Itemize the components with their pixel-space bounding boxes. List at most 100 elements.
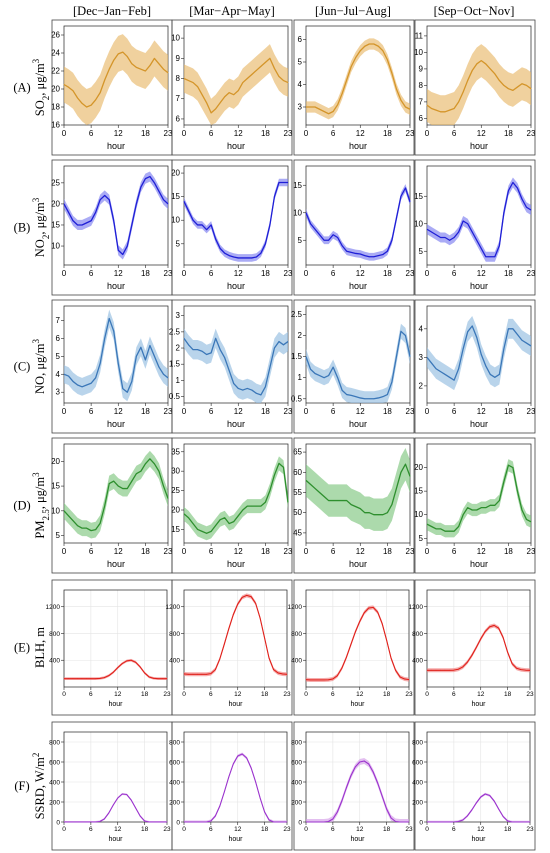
data-point — [435, 368, 437, 370]
data-point — [197, 349, 198, 351]
data-point — [502, 637, 504, 638]
y-tick-label: 200 — [169, 800, 180, 807]
data-point — [435, 109, 437, 111]
data-point — [485, 63, 487, 65]
data-point — [511, 663, 513, 664]
data-point — [484, 631, 486, 632]
x-tick-label: 6 — [331, 129, 336, 138]
x-tick-label: 18 — [383, 407, 392, 416]
y-tick-label: 4 — [56, 370, 61, 379]
panel-frame — [293, 721, 415, 851]
series-line — [63, 458, 169, 532]
data-point — [242, 257, 244, 259]
data-point — [72, 90, 74, 92]
data-point — [255, 392, 257, 394]
panel-c-1: 0 6 12 18 23 3 4 5 6 7 hour — [51, 299, 173, 434]
x-tick-label: 18 — [141, 826, 149, 833]
data-point — [86, 527, 88, 529]
data-point — [72, 821, 74, 823]
x-tick-label: 6 — [209, 691, 213, 698]
data-point — [99, 363, 101, 364]
data-point — [131, 224, 133, 226]
data-point — [219, 102, 221, 104]
y-tick-label: 7 — [176, 94, 181, 103]
data-point — [350, 504, 352, 506]
data-point — [117, 797, 119, 799]
data-point — [332, 366, 334, 368]
x-tick-label: 18 — [261, 691, 269, 698]
data-point — [517, 187, 518, 189]
data-point — [377, 782, 379, 784]
x-tick-label: 12 — [356, 129, 365, 138]
data-point — [246, 257, 248, 259]
data-point — [287, 341, 289, 342]
data-point — [246, 505, 248, 507]
data-point — [287, 82, 289, 83]
x-axis-label: hour — [471, 836, 486, 843]
plot-area — [63, 305, 169, 404]
y-tick-label: 15 — [414, 487, 423, 496]
x-tick-label: 0 — [304, 691, 308, 698]
data-point — [395, 669, 396, 671]
y-tick-label: 15 — [414, 192, 423, 201]
series-line — [183, 57, 289, 114]
data-point — [188, 517, 189, 519]
y-tick-label: 1 — [298, 373, 303, 382]
data-point — [215, 337, 217, 339]
data-point — [206, 102, 208, 104]
data-point — [323, 821, 325, 823]
confidence-band — [427, 459, 531, 538]
y-tick-label: 25 — [51, 178, 60, 187]
data-point — [462, 666, 464, 668]
y-tick-label: 10 — [414, 48, 423, 57]
data-point — [90, 678, 92, 680]
y-tick-label: 9 — [176, 54, 181, 63]
data-point — [485, 365, 487, 367]
series-line — [64, 659, 167, 680]
data-point — [346, 79, 348, 81]
data-point — [72, 381, 74, 382]
data-point — [139, 815, 141, 817]
data-point — [319, 375, 320, 376]
x-axis-label: hour — [108, 836, 123, 843]
data-point — [237, 388, 239, 389]
data-point — [440, 528, 441, 530]
confidence-band — [427, 792, 530, 822]
x-tick-label: 12 — [356, 691, 364, 698]
data-point — [409, 356, 411, 358]
data-point — [391, 504, 393, 506]
data-point — [435, 821, 437, 823]
plot-area — [183, 589, 288, 688]
data-point — [264, 811, 266, 813]
confidence-band — [427, 44, 531, 125]
x-tick-label: 23 — [527, 269, 536, 278]
data-point — [355, 253, 357, 254]
data-point — [395, 821, 396, 822]
data-point — [206, 532, 208, 534]
data-point — [493, 625, 495, 626]
data-point — [99, 92, 101, 93]
x-tick-label: 18 — [261, 547, 270, 556]
x-tick-label: 0 — [425, 547, 430, 556]
data-point — [163, 199, 164, 201]
data-point — [475, 647, 477, 648]
series-line — [427, 793, 530, 823]
data-point — [68, 678, 69, 680]
x-tick-label: 0 — [182, 826, 186, 833]
x-tick-label: 12 — [356, 269, 365, 278]
series-line — [426, 325, 532, 381]
x-tick-label: 18 — [383, 269, 392, 278]
data-point — [462, 514, 464, 516]
data-point — [192, 82, 194, 83]
x-tick-label: 18 — [383, 129, 392, 138]
data-point — [319, 679, 320, 681]
x-tick-label: 23 — [163, 691, 171, 698]
data-point — [210, 673, 212, 675]
data-point — [480, 354, 482, 355]
series-line — [306, 760, 409, 823]
data-point — [183, 673, 185, 675]
y-tick-label: 0 — [419, 820, 423, 827]
x-tick-label: 6 — [89, 407, 94, 416]
x-tick-label: 0 — [182, 691, 186, 698]
data-point — [77, 525, 78, 527]
